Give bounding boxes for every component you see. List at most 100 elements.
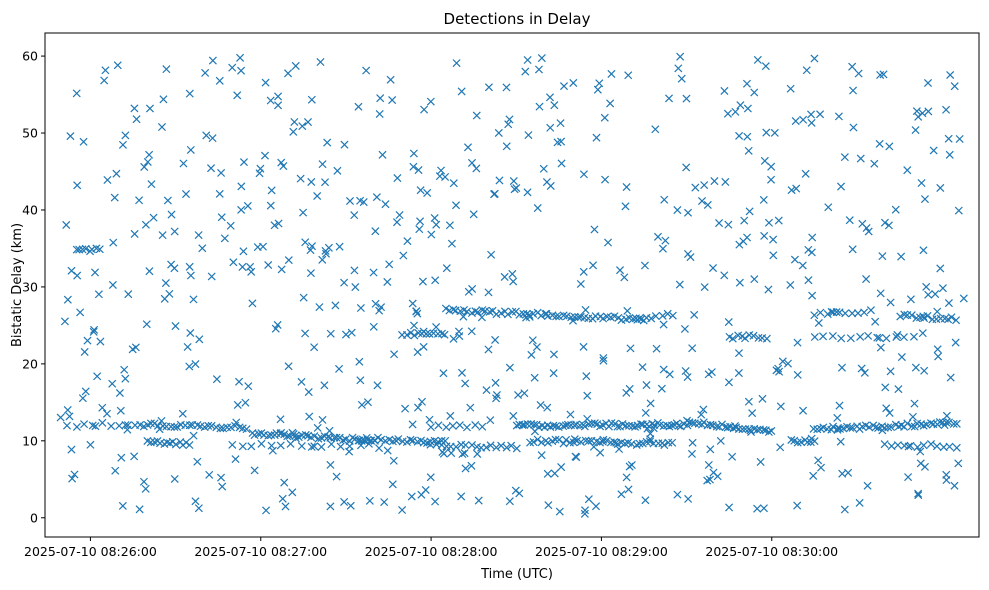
data-point: [270, 221, 279, 230]
data-point: [207, 164, 216, 173]
data-point: [887, 442, 896, 451]
data-point: [916, 459, 925, 468]
data-point: [307, 442, 316, 451]
data-point: [239, 158, 248, 167]
data-point: [112, 169, 121, 178]
data-point: [490, 189, 499, 198]
data-point: [885, 142, 894, 151]
data-point: [194, 504, 203, 513]
data-point: [616, 266, 625, 275]
data-point: [527, 350, 536, 359]
data-point: [935, 418, 944, 427]
data-point: [406, 328, 415, 337]
data-point: [749, 331, 758, 340]
data-point: [595, 438, 604, 447]
data-point: [807, 248, 816, 257]
data-point: [590, 419, 599, 428]
data-point: [858, 219, 867, 228]
data-point: [509, 277, 518, 286]
data-point: [816, 308, 825, 317]
data-point: [204, 421, 213, 430]
data-point: [237, 182, 246, 191]
data-point: [544, 501, 553, 510]
data-point: [65, 412, 74, 421]
data-point: [906, 441, 915, 450]
data-point: [220, 234, 229, 243]
data-point: [899, 333, 908, 342]
data-point: [283, 432, 292, 441]
data-point: [426, 97, 435, 106]
data-point: [246, 262, 255, 271]
data-point: [584, 437, 593, 446]
data-point: [849, 86, 858, 95]
data-point: [897, 353, 906, 362]
data-point: [893, 330, 902, 339]
data-point: [461, 464, 470, 473]
data-point: [514, 390, 523, 400]
data-point: [306, 246, 315, 255]
data-point: [809, 471, 818, 480]
data-point: [647, 314, 656, 323]
data-point: [602, 436, 611, 445]
data-point: [178, 409, 187, 418]
data-point: [78, 394, 87, 403]
data-point: [306, 269, 315, 278]
data-point: [623, 306, 632, 315]
data-point: [803, 438, 812, 447]
data-point: [906, 295, 915, 304]
data-point: [284, 256, 293, 265]
data-point: [208, 56, 217, 65]
data-point: [543, 438, 552, 447]
data-point: [521, 67, 530, 76]
data-point: [449, 179, 458, 188]
data-point: [743, 233, 752, 242]
data-point: [434, 421, 443, 430]
data-point: [909, 332, 918, 341]
data-point: [769, 251, 778, 260]
data-point: [371, 299, 380, 308]
data-point: [189, 431, 198, 440]
data-point: [341, 435, 350, 444]
data-point: [940, 314, 949, 323]
data-point: [340, 278, 349, 287]
data-point: [590, 225, 599, 234]
data-point: [926, 440, 936, 449]
data-point: [907, 422, 916, 431]
data-point: [371, 227, 380, 236]
data-point: [816, 110, 825, 119]
data-point: [102, 409, 112, 418]
x-axis-label: Time (UTC): [480, 567, 553, 582]
data-point: [665, 370, 674, 379]
data-point: [835, 424, 845, 433]
data-point: [472, 164, 481, 173]
data-point: [807, 118, 816, 127]
data-point: [321, 246, 330, 255]
data-point: [903, 419, 912, 428]
data-point: [593, 85, 602, 94]
data-point: [562, 435, 571, 444]
data-point: [658, 311, 667, 320]
data-point: [440, 330, 449, 339]
data-point: [677, 74, 686, 83]
data-point: [247, 442, 256, 451]
data-point: [291, 61, 300, 70]
data-point: [447, 449, 456, 458]
data-point: [486, 416, 495, 425]
data-point: [301, 430, 310, 439]
data-point: [914, 112, 923, 121]
data-point: [466, 403, 475, 412]
data-point: [130, 104, 139, 113]
data-point: [452, 59, 461, 68]
data-point: [542, 309, 551, 318]
data-point: [505, 497, 514, 506]
data-point: [281, 502, 290, 511]
data-point: [284, 69, 293, 78]
data-point: [807, 110, 816, 119]
data-point: [356, 376, 365, 385]
data-point: [734, 349, 744, 358]
data-point: [437, 440, 446, 449]
data-point: [274, 92, 283, 101]
data-point: [642, 437, 651, 446]
data-point: [280, 478, 289, 487]
